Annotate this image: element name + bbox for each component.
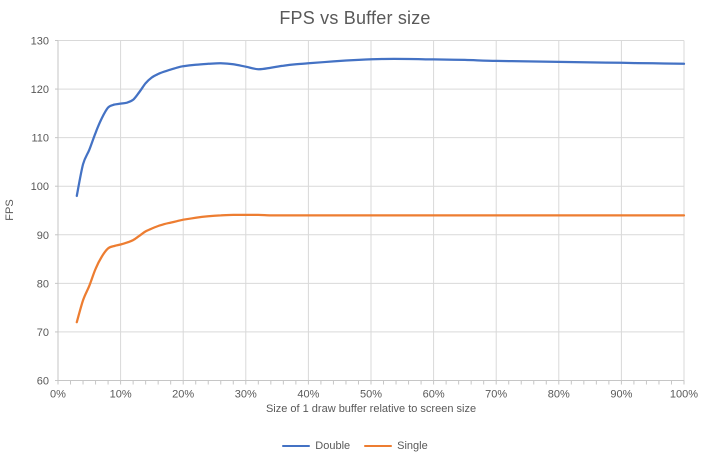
x-tick-label: 50% <box>360 389 382 401</box>
chart-title: FPS vs Buffer size <box>279 8 431 28</box>
x-tick-label: 80% <box>548 389 570 401</box>
x-tick-label: 100% <box>670 389 698 401</box>
legend: Double Single <box>0 440 710 452</box>
x-tick-label: 70% <box>485 389 507 401</box>
series-line-double <box>75 57 686 198</box>
legend-label-single: Single <box>397 440 428 452</box>
y-tick-label: 110 <box>31 133 49 145</box>
x-tick-label: 60% <box>423 389 445 401</box>
x-tick-label: 10% <box>110 389 132 401</box>
x-tick-label: 90% <box>610 389 632 401</box>
y-tick-label: 90 <box>37 230 49 242</box>
y-tick-label: 60 <box>37 376 49 388</box>
y-tick-label: 70 <box>37 327 49 339</box>
y-tick-label: 130 <box>31 36 49 48</box>
legend-item-single: Single <box>364 440 428 452</box>
series-line-single <box>75 213 686 324</box>
legend-line-single <box>364 445 393 447</box>
y-tick-label: 80 <box>37 278 49 290</box>
legend-item-double: Double <box>282 440 350 452</box>
x-axis-title: Size of 1 draw buffer relative to screen… <box>265 403 477 415</box>
legend-line-double <box>282 445 311 447</box>
legend-label-double: Double <box>315 440 351 452</box>
y-tick-label: 100 <box>31 181 49 193</box>
x-tick-label: 20% <box>172 389 194 401</box>
x-tick-label: 0% <box>50 389 66 401</box>
x-tick-label: 40% <box>297 389 319 401</box>
y-tick-label: 120 <box>31 84 49 96</box>
x-tick-label: 30% <box>235 389 257 401</box>
